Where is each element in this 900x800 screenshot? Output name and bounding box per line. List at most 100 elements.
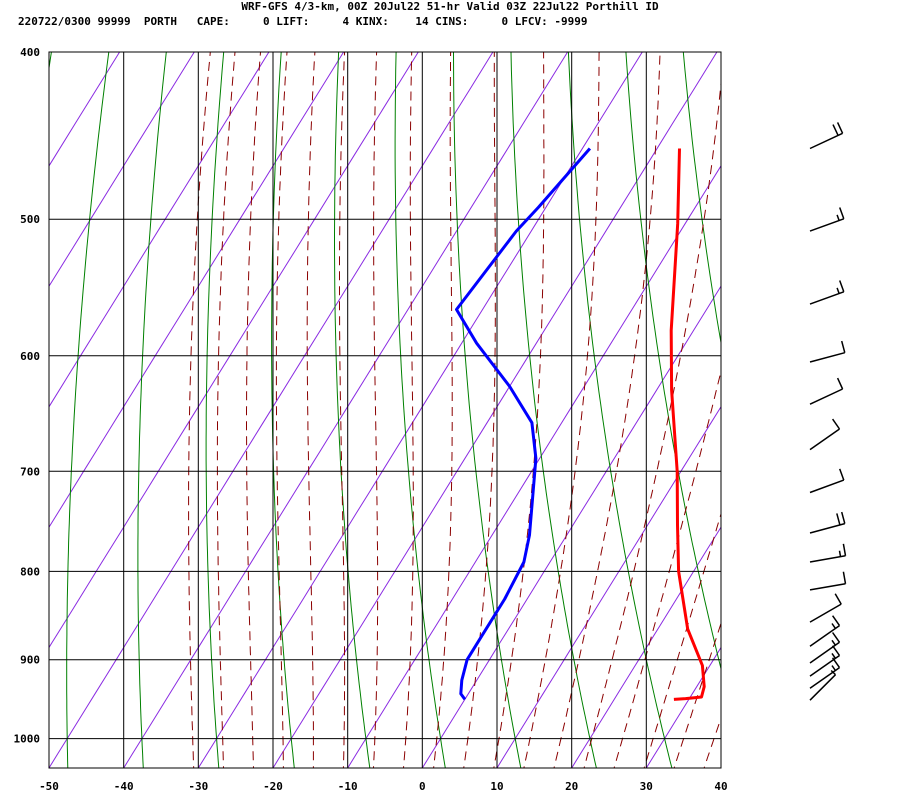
wind-barb-staff [809, 132, 843, 150]
dry-adiabat-line [452, 52, 522, 768]
temperature-tick-label: -20 [263, 780, 283, 793]
wind-barb-staff [809, 291, 845, 305]
wind-barb-feather [830, 669, 837, 676]
wind-barb-staff [809, 428, 840, 451]
wind-barb-feather [840, 511, 846, 524]
wind-barb [809, 669, 837, 701]
wind-barb-feather [838, 207, 845, 220]
isotherm-line [49, 52, 195, 288]
moist-adiabat-line [673, 621, 721, 768]
wind-barb-feather [831, 632, 841, 643]
wind-barb-feather [832, 124, 839, 136]
plot-border [48, 51, 722, 769]
wind-barb [809, 280, 845, 305]
wind-barb-feather [834, 593, 842, 605]
wind-barb-staff [809, 674, 837, 701]
dry-adiabat-line [793, 14, 900, 776]
isotherm-line [49, 52, 121, 167]
wind-barb-staff [809, 666, 840, 689]
wind-barb-feather [831, 645, 841, 656]
isotherm-line [49, 52, 494, 768]
isotherm-line [645, 646, 721, 768]
wind-barb [809, 645, 841, 677]
moist-adiabat-line [339, 52, 346, 768]
temperature-trace [669, 148, 706, 701]
pressure-temperature-grid [48, 51, 722, 768]
temperature-tick-label: 30 [640, 780, 653, 793]
wind-barb-feather [838, 280, 845, 293]
wind-barb-feather [831, 615, 841, 627]
moist-adiabat-line [523, 52, 600, 768]
wind-barb-staff [809, 479, 845, 494]
wind-barb [809, 632, 841, 664]
pressure-tick-label: 1000 [14, 733, 41, 746]
moist-adiabat-line [372, 52, 379, 768]
wind-barb-feather [831, 639, 837, 646]
dry-adiabat-line [66, 52, 110, 768]
chart-header: WRF-GFS 4/3-km, 00Z 20Jul22 51-hr Valid … [0, 0, 900, 32]
wind-barb [809, 511, 846, 534]
wind-barb-staff [809, 603, 842, 623]
wind-barb-column [809, 122, 847, 701]
pressure-tick-label: 800 [20, 565, 40, 578]
axis-tick-labels: 400 500 600 700 800 900 1000 -50 -40 -30 -20 -10 0 10… [14, 46, 728, 793]
wind-barb-feather [840, 340, 846, 353]
dry-adiabat-line [271, 52, 295, 768]
isotherm-line [197, 52, 643, 768]
wind-barb [809, 615, 841, 647]
isotherm-line [496, 405, 721, 768]
isotherm-line [49, 52, 270, 408]
wind-barb-feather [836, 214, 840, 221]
moist-adiabat-line [246, 52, 262, 768]
wind-barb-feather [836, 513, 841, 526]
wind-barb-feather [838, 468, 845, 481]
isotherm-line [123, 52, 569, 768]
dry-adiabat-line [737, 14, 900, 776]
dry-adiabat-line [205, 52, 225, 768]
moist-adiabat-line [493, 52, 545, 768]
isotherm-line [347, 164, 721, 768]
temperature-tick-label: -10 [338, 780, 358, 793]
wind-barb-staff [809, 554, 846, 563]
wind-barb-staff [809, 654, 840, 677]
dry-adiabat-line [510, 52, 597, 768]
plot-frame [48, 51, 722, 769]
dry-adiabat-line [137, 52, 167, 768]
sounding-indices-line: 220722/0300 99999 PORTH CAPE: 0 LIFT: 4 … [18, 15, 588, 28]
isotherm-line [272, 52, 718, 768]
wind-barb-feather [838, 550, 842, 557]
pressure-tick-label: 400 [20, 46, 40, 59]
wind-barb [809, 593, 842, 623]
dry-adiabat-line [567, 52, 673, 768]
temperature-tick-label: 10 [490, 780, 503, 793]
temperature-tick-label: -40 [114, 780, 134, 793]
temperature-tick-label: 40 [714, 780, 727, 793]
wind-barb [809, 377, 844, 405]
temperature-tick-label: -30 [188, 780, 208, 793]
dry-adiabat-line [625, 52, 721, 671]
wind-barb-feather [831, 657, 841, 669]
wind-barb-feather [831, 418, 841, 430]
moist-adiabat-line [583, 78, 721, 768]
wind-barb [809, 543, 847, 563]
dry-adiabat-line [850, 14, 900, 776]
wind-barb [809, 657, 841, 689]
isotherm-line [796, 52, 900, 768]
dry-adiabat-line [394, 52, 446, 768]
temperature-tick-label: -50 [39, 780, 59, 793]
wind-barb [809, 207, 845, 232]
wind-barb-staff [809, 522, 845, 534]
dry-adiabat-line [682, 52, 721, 346]
wind-barb-staff [809, 218, 845, 232]
sounding-traces [455, 147, 706, 701]
temperature-tick-label: 20 [565, 780, 578, 793]
wind-barb [809, 122, 844, 150]
pressure-tick-label: 900 [20, 654, 40, 667]
wind-barb-feather [836, 122, 844, 134]
moist-adiabat-line [732, 33, 900, 775]
isotherm-line [49, 52, 419, 649]
dewpoint-trace [455, 147, 592, 701]
isotherm-line [421, 285, 721, 768]
thermodynamic-background [49, 14, 900, 776]
